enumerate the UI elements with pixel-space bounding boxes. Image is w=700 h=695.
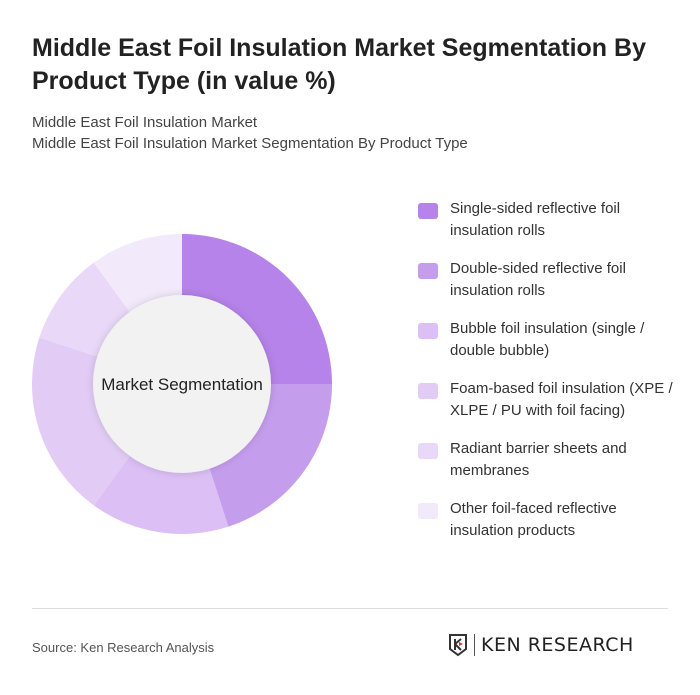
subtitle-segmentation: Middle East Foil Insulation Market Segme… bbox=[32, 135, 468, 152]
subtitle-market: Middle East Foil Insulation Market bbox=[32, 114, 258, 131]
legend-label: Foam-based foil insulation (XPE / XLPE /… bbox=[450, 380, 673, 419]
legend-label: Bubble foil insulation (single / double … bbox=[450, 320, 645, 359]
donut-slice-2 bbox=[207, 384, 332, 527]
legend-item: Foam-based foil insulation (XPE / XLPE /… bbox=[418, 378, 678, 422]
donut-chart: Market Segmentation bbox=[32, 234, 332, 534]
legend-swatch bbox=[418, 263, 438, 279]
legend-label: Radiant barrier sheets and membranes bbox=[450, 440, 627, 479]
ken-research-logo: KEN RESEARCH bbox=[448, 633, 634, 657]
donut-slice-3 bbox=[93, 451, 229, 534]
source-note: Source: Ken Research Analysis bbox=[32, 640, 215, 655]
legend-swatch bbox=[418, 203, 438, 219]
legend-swatch bbox=[418, 503, 438, 519]
legend-item: Single-sided reflective foil insulation … bbox=[418, 198, 678, 242]
center-label: Market Segmentation bbox=[101, 375, 263, 394]
chart-title: Middle East Foil Insulation Market Segme… bbox=[32, 34, 646, 95]
legend-item: Radiant barrier sheets and membranes bbox=[418, 438, 678, 482]
ken-logo-icon bbox=[449, 634, 467, 657]
legend: Single-sided reflective foil insulation … bbox=[418, 198, 678, 558]
legend-swatch bbox=[418, 323, 438, 339]
donut-slice-4 bbox=[32, 337, 133, 506]
legend-item: Double-sided reflective foil insulation … bbox=[418, 258, 678, 302]
donut-slice-1 bbox=[182, 234, 332, 384]
legend-item: Other foil-faced reflective insulation p… bbox=[418, 498, 678, 542]
legend-swatch bbox=[418, 383, 438, 399]
legend-label: Single-sided reflective foil insulation … bbox=[450, 200, 621, 239]
logo-text: KEN RESEARCH bbox=[481, 634, 634, 656]
donut-center bbox=[93, 295, 271, 473]
legend-label: Other foil-faced reflective insulation p… bbox=[450, 500, 617, 539]
donut-slice-6 bbox=[93, 234, 182, 317]
legend-label: Double-sided reflective foil insulation … bbox=[450, 260, 626, 299]
legend-item: Bubble foil insulation (single / double … bbox=[418, 318, 678, 362]
divider bbox=[32, 608, 668, 609]
legend-swatch bbox=[418, 443, 438, 459]
